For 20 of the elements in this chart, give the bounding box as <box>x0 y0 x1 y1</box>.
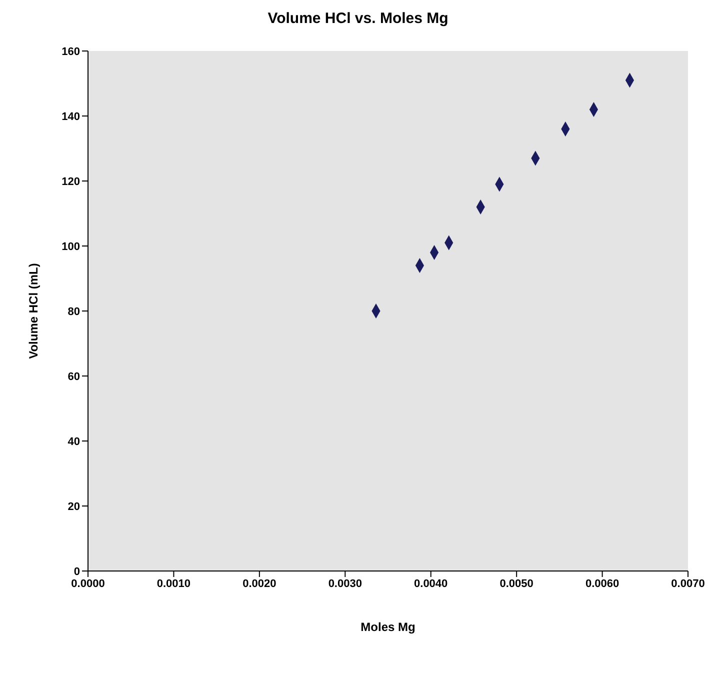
x-tick-label: 0.0050 <box>500 578 534 590</box>
x-tick-label: 0.0040 <box>414 578 448 590</box>
y-tick-label: 60 <box>68 370 80 383</box>
chart-title: Volume HCl vs. Moles Mg <box>266 10 450 27</box>
y-tick-label: 0 <box>74 566 80 578</box>
y-tick-label: 20 <box>68 500 80 513</box>
x-tick-label: 0.0010 <box>156 578 191 590</box>
y-tick-label: 100 <box>62 240 80 253</box>
y-tick-label: 80 <box>68 306 80 318</box>
y-tick-label: 140 <box>62 110 80 123</box>
x-tick-label: 0.0070 <box>671 578 705 590</box>
x-tick-label: 0.0030 <box>328 578 362 590</box>
x-axis-title: Moles Mg <box>360 620 416 634</box>
y-tick-label: 120 <box>62 176 80 188</box>
y-tick-label: 40 <box>68 436 80 448</box>
x-tick-label: 0.0060 <box>585 578 620 590</box>
y-tick-label: 160 <box>62 46 80 58</box>
y-axis-title: Volume HCl (mL) <box>26 263 40 359</box>
x-tick-label: 0.0020 <box>242 578 276 590</box>
x-tick-label: 0.0000 <box>71 578 105 590</box>
